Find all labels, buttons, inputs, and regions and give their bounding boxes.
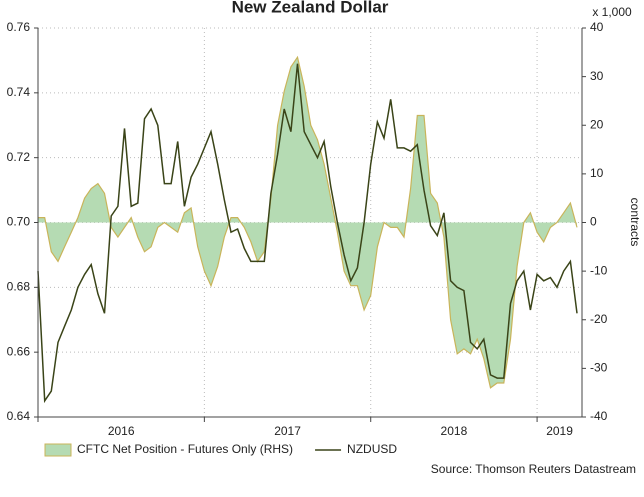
- area-fill: [38, 57, 577, 388]
- y2-tick-label: 20: [590, 117, 604, 131]
- x-tick-label: 2018: [441, 424, 468, 438]
- y2-tick-label: -40: [590, 409, 608, 423]
- y-tick-label: 0.74: [7, 85, 31, 99]
- y-tick-label: 0.70: [7, 215, 31, 229]
- x-tick-label: 2019: [546, 424, 573, 438]
- y2-tick-label: 40: [590, 20, 604, 34]
- y2-unit-label: x 1,000: [592, 5, 632, 19]
- y2-tick-label: 30: [590, 69, 604, 83]
- y2-tick-label: -20: [590, 312, 608, 326]
- area-edge: [38, 55, 578, 389]
- y2-tick-label: -10: [590, 263, 608, 277]
- source: Source: Thomson Reuters Datastream: [431, 462, 636, 476]
- y-tick-label: 0.72: [7, 150, 31, 164]
- legend-label: NZDUSD: [347, 442, 397, 456]
- line: [37, 63, 578, 404]
- legend-swatch: [44, 443, 72, 457]
- y-tick-label: 0.66: [7, 344, 31, 358]
- x-tick-label: 2016: [108, 424, 135, 438]
- y2-tick-label: 10: [590, 166, 604, 180]
- y-tick-label: 0.76: [7, 20, 31, 34]
- y-tick-label: 0.64: [7, 409, 31, 423]
- y2-tick-label: 0: [590, 215, 597, 229]
- legend-label: CFTC Net Position - Futures Only (RHS): [77, 442, 293, 456]
- y-tick-label: 0.68: [7, 280, 31, 294]
- chart-title: New Zealand Dollar: [232, 0, 389, 16]
- y2-tick-label: -30: [590, 361, 608, 375]
- x-tick-label: 2017: [274, 424, 301, 438]
- y2-axis-label: contracts: [628, 198, 642, 247]
